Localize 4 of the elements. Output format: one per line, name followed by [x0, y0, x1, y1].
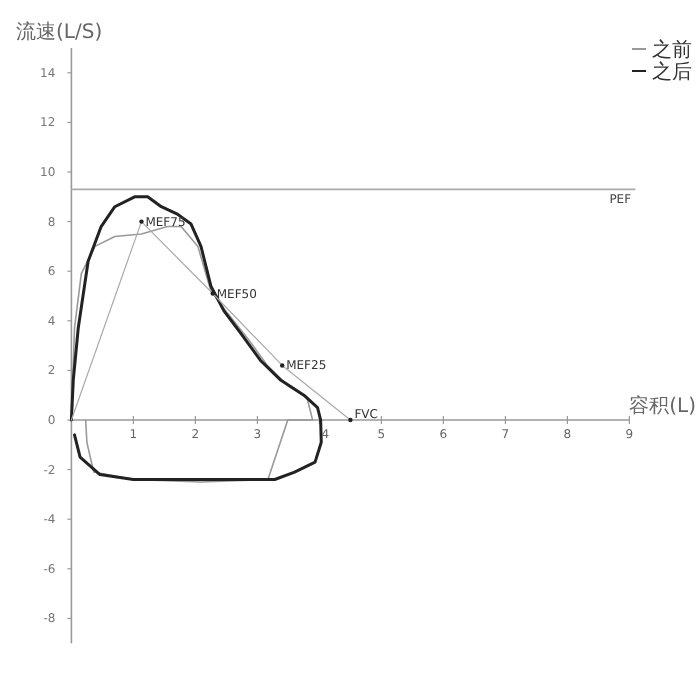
legend-label: 之前	[652, 38, 692, 62]
x-axis-title: 容积(L)	[629, 394, 697, 418]
y-axis-title: 流速(L/S)	[16, 20, 103, 44]
legend-label: 之后	[652, 60, 692, 84]
